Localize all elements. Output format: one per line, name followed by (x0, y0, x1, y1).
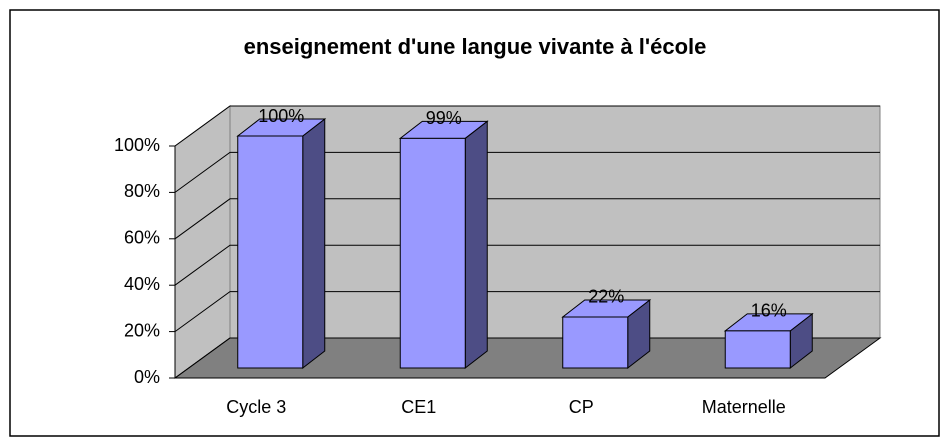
bar (723, 312, 814, 370)
data-label: 22% (588, 287, 624, 307)
y-tick-label: 40% (124, 274, 160, 294)
data-label: 100% (258, 106, 304, 126)
grid-line (174, 105, 880, 147)
x-tick-label: CP (569, 397, 594, 417)
bar-front (562, 316, 629, 369)
bar-front (724, 330, 791, 369)
y-tick-label: 20% (124, 320, 160, 340)
y-tick-label: 100% (114, 135, 160, 155)
y-tick-label: 80% (124, 181, 160, 201)
bar-front (237, 135, 304, 369)
x-tick-label: Maternelle (702, 397, 786, 417)
side-wall (174, 105, 231, 379)
grid-line (174, 337, 880, 379)
bar-front (399, 137, 466, 369)
bar-side (464, 120, 488, 370)
x-tick-label: CE1 (401, 397, 436, 417)
y-tick-label: 60% (124, 228, 160, 248)
x-tick-label: Cycle 3 (226, 397, 286, 417)
grid-line (174, 244, 880, 286)
y-tick-label: 0% (134, 367, 160, 387)
grid-line (174, 151, 880, 193)
data-label: 16% (751, 301, 787, 321)
bar-side (302, 117, 326, 370)
bar (561, 298, 652, 370)
grid-line (174, 198, 880, 240)
bar (398, 120, 489, 370)
chart-title: enseignement d'une langue vivante à l'éc… (244, 34, 707, 59)
grid-line (174, 291, 880, 333)
bar (236, 117, 327, 370)
data-label: 99% (426, 108, 462, 128)
